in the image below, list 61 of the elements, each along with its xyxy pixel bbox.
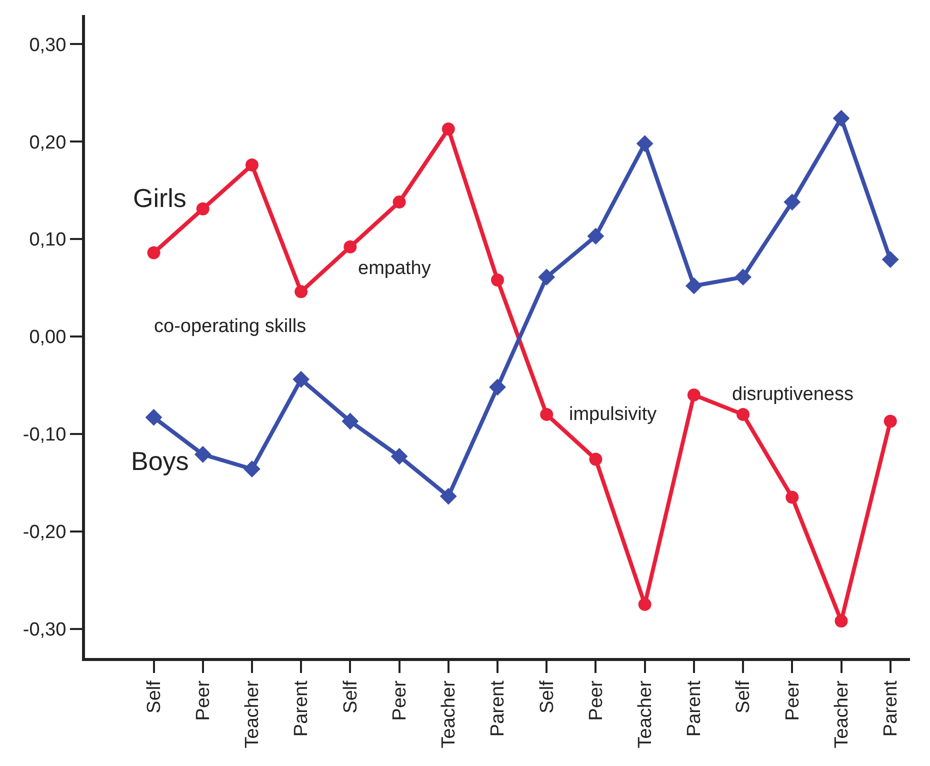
series-label: Boys [131,446,189,476]
point [636,135,654,152]
y-tick-label: -0,20 [22,522,66,543]
point [589,452,602,466]
y-tick-label: 0,00 [29,327,66,348]
y-tick-label: -0,30 [22,619,66,640]
point [194,446,212,463]
point [245,158,258,172]
point [342,412,359,430]
point [491,273,504,286]
point [884,414,897,428]
x-tick-label: Teacher [634,680,656,748]
point [294,285,308,298]
point [587,228,604,245]
x-tick-label: Peer [586,680,607,721]
annotation: empathy [358,258,432,279]
x-tick-label: Teacher [831,680,852,748]
point [244,460,260,478]
x-tick-label: Self [733,680,754,714]
point [736,408,750,421]
y-tick-label: -0,10 [22,424,66,446]
x-tick-label: Self [340,680,362,714]
point [145,408,162,426]
point [196,202,210,216]
point [440,488,457,505]
y-tick-label: 0,30 [29,34,66,56]
point [685,277,702,294]
point [147,246,160,260]
point [832,110,850,127]
point [538,268,556,286]
x-tick-label: Self [144,680,165,714]
point [882,251,899,268]
annotation: impulsivity [569,404,658,425]
point [489,378,506,396]
x-tick-label: Parent [488,680,509,737]
annotation: disruptiveness [732,384,854,405]
point [392,196,406,209]
annotation: co-operating skills [154,316,306,337]
x-tick-label: Peer [389,680,410,721]
point [786,490,799,504]
x-tick-label: Peer [782,680,804,721]
y-tick-label: 0,20 [29,132,66,154]
point [834,614,848,628]
x-tick-label: Parent [291,680,312,737]
series-label: Girls [133,183,186,213]
point [540,408,554,421]
point [638,598,652,611]
point [292,370,310,388]
x-tick-label: Teacher [242,680,264,748]
point [784,194,801,210]
x-tick-label: Parent [880,680,902,737]
x-tick-label: Peer [193,680,214,721]
x-tick-label: Self [536,680,558,714]
point [687,388,700,402]
x-tick-label: Teacher [438,680,460,748]
point [390,448,408,465]
point [344,240,357,254]
point [734,268,752,286]
x-tick-label: Parent [684,680,706,737]
point [442,122,455,136]
y-tick-label: 0,10 [29,230,66,251]
